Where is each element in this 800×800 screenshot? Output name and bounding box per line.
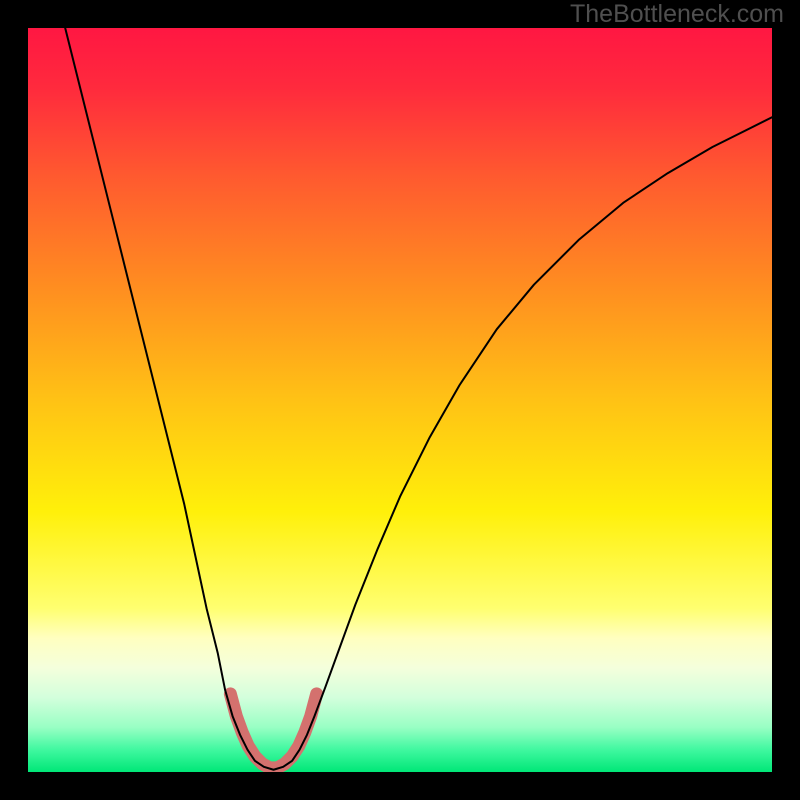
- gradient-background: [28, 28, 772, 772]
- chart-frame: TheBottleneck.com: [0, 0, 800, 800]
- watermark-text: TheBottleneck.com: [570, 0, 784, 29]
- plot-area: [28, 28, 772, 772]
- plot-svg: [28, 28, 772, 772]
